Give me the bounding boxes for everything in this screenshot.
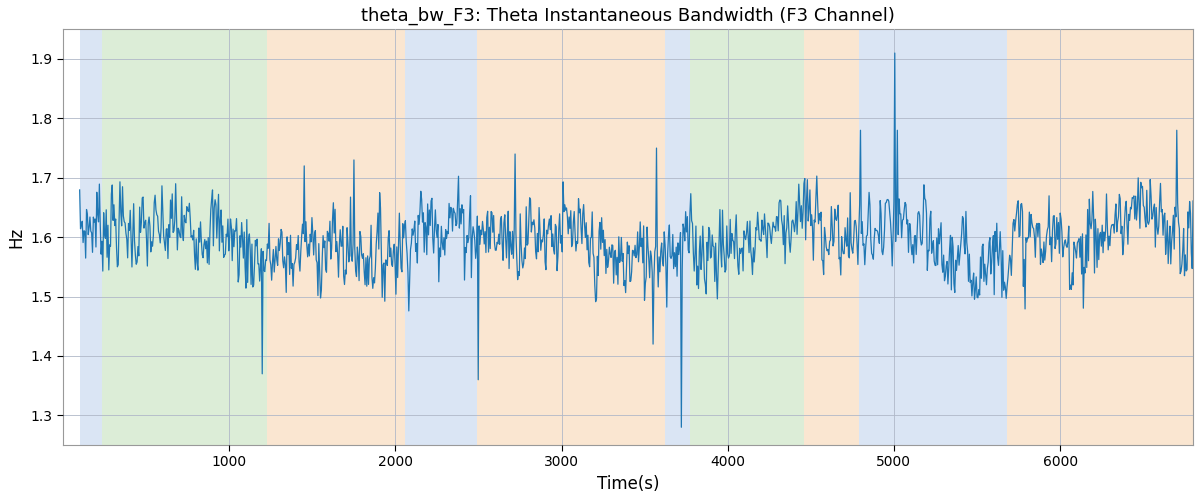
Bar (79, 30, 102, 445)
Y-axis label: Hz: Hz (7, 226, 25, 248)
Bar (102, 30, 268, 445)
Bar (1007, 30, 1193, 445)
Bar (665, 30, 690, 445)
Title: theta_bw_F3: Theta Instantaneous Bandwidth (F3 Channel): theta_bw_F3: Theta Instantaneous Bandwid… (361, 7, 895, 25)
X-axis label: Time(s): Time(s) (596, 475, 659, 493)
Bar (406, 30, 476, 445)
Bar (268, 30, 406, 445)
Bar (476, 30, 665, 445)
Bar (859, 30, 1007, 445)
Bar (690, 30, 804, 445)
Bar (804, 30, 859, 445)
